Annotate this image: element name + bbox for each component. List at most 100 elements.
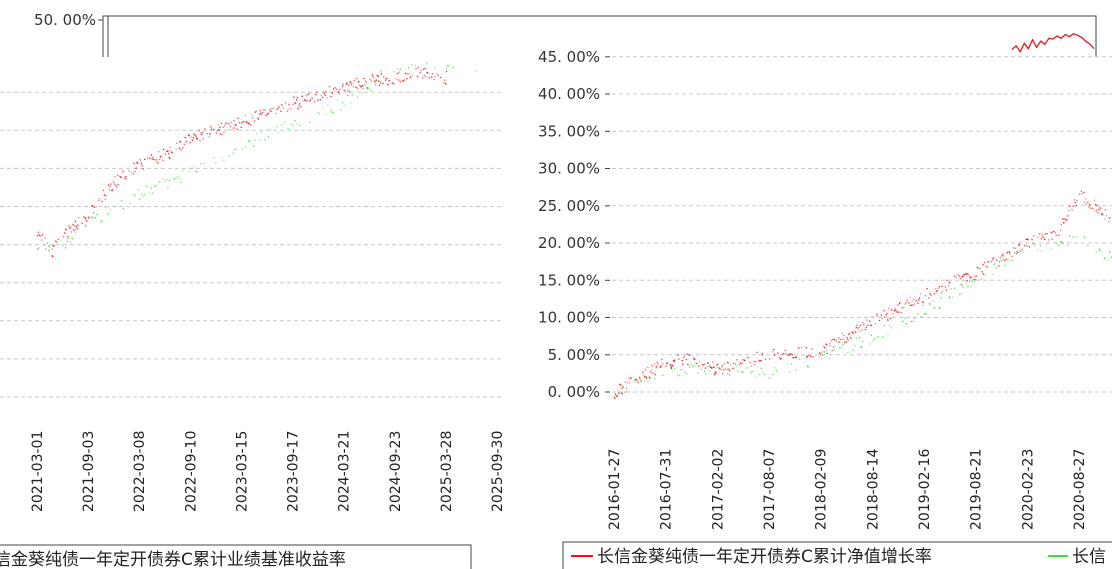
series-长信金葵纯债一年定开债券C累计净值增长率-point-95 xyxy=(726,361,730,364)
series-长信金葵纯债一年定开债券C累计净值增长率-point-354 xyxy=(1061,217,1064,221)
x-tick-label: 2017-08-07 xyxy=(762,449,778,530)
series-长信金葵纯债一年定开债券C累计业绩基准收益率-point-88 xyxy=(901,320,904,323)
series-长信金葵纯债一年定开债券C累计净值增长率-point-274 xyxy=(959,277,962,280)
series-长信金葵纯债一年定开债券C累计净值增长率-point-148 xyxy=(220,122,223,125)
series-长信金葵纯债一年定开债券C累计净值增长率-point-175 xyxy=(843,341,846,344)
series-长信金葵纯债一年定开债券C累计业绩基准收益率-point-59 xyxy=(805,356,808,359)
series-长信金葵纯债一年定开债券C累计净值增长率-point-19 xyxy=(65,228,68,231)
inset-frame xyxy=(102,15,1097,57)
series-长信金葵纯债一年定开债券C累计净值增长率-point-135 xyxy=(787,354,789,356)
series-长信金葵纯债一年定开债券C累计净值增长率-point-114 xyxy=(754,360,757,363)
series-长信金葵纯债一年定开债券C累计净值增长率-point-191 xyxy=(265,114,268,117)
y-tick-label: 20. 00% xyxy=(538,234,600,252)
series-长信金葵纯债一年定开债券C累计净值增长率-point-150 xyxy=(810,347,814,351)
series-长信金葵纯债一年定开债券C累计业绩基准收益率-point-74 xyxy=(247,140,250,142)
series-长信金葵纯债一年定开债券C累计净值增长率-point-262 xyxy=(347,83,350,87)
series-长信金葵纯债一年定开债券C累计业绩基准收益率-point-60 xyxy=(806,365,810,368)
series-长信金葵纯债一年定开债券C累计净值增长率-point-213 xyxy=(293,96,295,99)
series-长信金葵纯债一年定开债券C累计业绩基准收益率-point-43 xyxy=(750,371,753,374)
series-长信金葵纯债一年定开债券C累计净值增长率-point-212 xyxy=(292,103,295,106)
x-tick-label: 2016-01-27 xyxy=(607,449,623,530)
series-长信金葵纯债一年定开债券C累计业绩基准收益率-point-116 xyxy=(379,70,382,72)
series-长信金葵纯债一年定开债券C累计业绩基准收益率-point-35 xyxy=(726,373,729,375)
series-长信金葵纯债一年定开债券C累计业绩基准收益率-point-148 xyxy=(1083,236,1086,239)
series-长信金葵纯债一年定开债券C累计净值增长率-point-14 xyxy=(55,241,58,243)
series-长信金葵纯债一年定开债券C累计业绩基准收益率-point-45 xyxy=(162,178,164,181)
series-长信金葵纯债一年定开债券C累计净值增长率-point-202 xyxy=(870,324,873,327)
series-长信金葵纯债一年定开债券C累计净值增长率-point-12 xyxy=(53,244,56,247)
series-长信金葵纯债一年定开债券C累计业绩基准收益率-point-92 xyxy=(295,122,298,125)
series-长信金葵纯债一年定开债券C累计业绩基准收益率-point-113 xyxy=(970,285,973,288)
series-长信金葵纯债一年定开债券C累计净值增长率-point-28 xyxy=(644,368,647,372)
series-长信金葵纯债一年定开债券C累计净值增长率-point-315 xyxy=(402,80,405,83)
series-长信金葵纯债一年定开债券C累计业绩基准收益率-point-47 xyxy=(165,178,168,181)
y-tick-label: 45. 00% xyxy=(538,48,600,66)
series-长信金葵纯债一年定开债券C累计业绩基准收益率-point-48 xyxy=(761,371,764,374)
series-长信金葵纯债一年定开债券C累计净值增长率-point-46 xyxy=(98,197,101,200)
y-tick-label: 15. 00% xyxy=(538,271,600,289)
series-长信金葵纯债一年定开债券C累计业绩基准收益率-point-32 xyxy=(716,363,719,365)
series-长信金葵纯债一年定开债券C累计净值增长率-point-167 xyxy=(240,126,243,129)
series-长信金葵纯债一年定开债券C累计净值增长率-point-337 xyxy=(1039,244,1042,247)
series-长信金葵纯债一年定开债券C累计净值增长率-point-372 xyxy=(1083,201,1086,203)
series-长信金葵纯债一年定开债券C累计净值增长率-point-302 xyxy=(387,83,389,86)
series-长信金葵纯债一年定开债券C累计业绩基准收益率-point-104 xyxy=(341,101,344,104)
series-长信金葵纯债一年定开债券C累计业绩基准收益率-point-108 xyxy=(960,293,963,295)
series-长信金葵纯债一年定开债券C累计净值增长率-point-387 xyxy=(1099,207,1102,210)
series-长信金葵纯债一年定开债券C累计业绩基准收益率-point-121 xyxy=(993,263,996,266)
series-长信金葵纯债一年定开债券C累计净值增长率-point-12 xyxy=(624,380,627,383)
series-长信金葵纯债一年定开债券C累计业绩基准收益率-point-74 xyxy=(855,337,858,340)
series-长信金葵纯债一年定开债券C累计净值增长率-point-41 xyxy=(659,366,662,369)
series-长信金葵纯债一年定开债券C累计净值增长率-point-55 xyxy=(677,358,680,360)
series-长信金葵纯债一年定开债券C累计业绩基准收益率-point-145 xyxy=(1068,235,1071,237)
series-长信金葵纯债一年定开债券C累计净值增长率-point-342 xyxy=(437,73,440,77)
series-长信金葵纯债一年定开债券C累计业绩基准收益率-point-112 xyxy=(368,87,370,89)
series-长信金葵纯债一年定开债券C累计业绩基准收益率-point-105 xyxy=(951,295,954,298)
series-长信金葵纯债一年定开债券C累计业绩基准收益率-point-29 xyxy=(706,365,709,368)
series-长信金葵纯债一年定开债券C累计净值增长率-point-222 xyxy=(894,308,897,311)
series-长信金葵纯债一年定开债券C累计净值增长率-point-222 xyxy=(301,95,304,98)
series-长信金葵纯债一年定开债券C累计净值增长率-point-5 xyxy=(41,233,44,236)
series-长信金葵纯债一年定开债券C累计净值增长率-point-200 xyxy=(868,320,871,323)
series-长信金葵纯债一年定开债券C累计净值增长率-point-221 xyxy=(299,105,302,108)
series-长信金葵纯债一年定开债券C累计净值增长率-point-53 xyxy=(673,359,676,362)
x-tick-label: 2024-09-23 xyxy=(388,431,404,512)
series-长信金葵纯债一年定开债券C累计净值增长率-point-355 xyxy=(1062,221,1065,224)
series-长信金葵纯债一年定开债券C累计净值增长率-point-244 xyxy=(325,90,328,93)
x-tick-label: 2024-03-21 xyxy=(337,431,353,512)
series-长信金葵纯债一年定开债券C累计业绩基准收益率-point-19 xyxy=(94,217,97,220)
series-长信金葵纯债一年定开债券C累计净值增长率-point-126 xyxy=(194,134,197,138)
series-长信金葵纯债一年定开债券C累计净值增长率-point-245 xyxy=(326,97,328,99)
series-长信金葵纯债一年定开债券C累计净值增长率-point-218 xyxy=(296,107,300,110)
series-长信金葵纯债一年定开债券C累计净值增长率-point-161 xyxy=(829,344,832,347)
series-长信金葵纯债一年定开债券C累计业绩基准收益率-point-93 xyxy=(298,124,301,127)
series-长信金葵纯债一年定开债券C累计净值增长率-point-268 xyxy=(948,281,951,284)
series-长信金葵纯债一年定开债券C累计净值增长率-point-203 xyxy=(279,110,282,113)
series-长信金葵纯债一年定开债券C累计净值增长率-point-66 xyxy=(119,176,122,179)
series-长信金葵纯债一年定开债券C累计净值增长率-point-281 xyxy=(966,279,969,282)
series-长信金葵纯债一年定开债券C累计净值增长率-point-254 xyxy=(930,294,933,297)
series-长信金葵纯债一年定开债券C累计业绩基准收益率-point-127 xyxy=(433,66,436,69)
series-长信金葵纯债一年定开债券C累计业绩基准收益率-point-35 xyxy=(140,193,143,196)
series-长信金葵纯债一年定开债券C累计净值增长率-point-31 xyxy=(76,228,79,230)
series-长信金葵纯债一年定开债券C累计业绩基准收益率-point-24 xyxy=(691,365,694,368)
series-长信金葵纯债一年定开债券C累计业绩基准收益率-point-60 xyxy=(194,170,197,173)
series-长信金葵纯债一年定开债券C累计业绩基准收益率-point-22 xyxy=(688,365,691,368)
series-长信金葵纯债一年定开债券C累计净值增长率-point-26 xyxy=(642,373,645,376)
series-长信金葵纯债一年定开债券C累计净值增长率-point-3 xyxy=(38,234,42,238)
series-长信金葵纯债一年定开债券C累计业绩基准收益率-point-15 xyxy=(671,369,674,372)
x-tick-label: 2025-09-30 xyxy=(490,431,506,512)
series-长信金葵纯债一年定开债券C累计净值增长率-point-24 xyxy=(69,225,72,228)
series-长信金葵纯债一年定开债券C累计净值增长率-point-37 xyxy=(654,373,657,376)
series-长信金葵纯债一年定开债券C累计净值增长率-point-33 xyxy=(77,216,80,219)
series-长信金葵纯债一年定开债券C累计业绩基准收益率-point-103 xyxy=(340,108,342,111)
series-长信金葵纯债一年定开债券C累计净值增长率-point-89 xyxy=(151,158,154,160)
series-长信金葵纯债一年定开债券C累计净值增长率-point-29 xyxy=(645,376,648,380)
series-长信金葵纯债一年定开债券C累计净值增长率-point-269 xyxy=(354,86,357,89)
series-长信金葵纯债一年定开债券C累计净值增长率-point-220 xyxy=(298,103,301,105)
series-长信金葵纯债一年定开债券C累计净值增长率-point-9 xyxy=(621,392,624,395)
series-长信金葵纯债一年定开债券C累计净值增长率-point-247 xyxy=(330,95,333,98)
series-长信金葵纯债一年定开债券C累计净值增长率-point-31 xyxy=(648,376,651,380)
series-长信金葵纯债一年定开债券C累计净值增长率-point-5 xyxy=(617,391,620,395)
series-长信金葵纯债一年定开债券C累计业绩基准收益率-point-113 xyxy=(369,89,372,92)
